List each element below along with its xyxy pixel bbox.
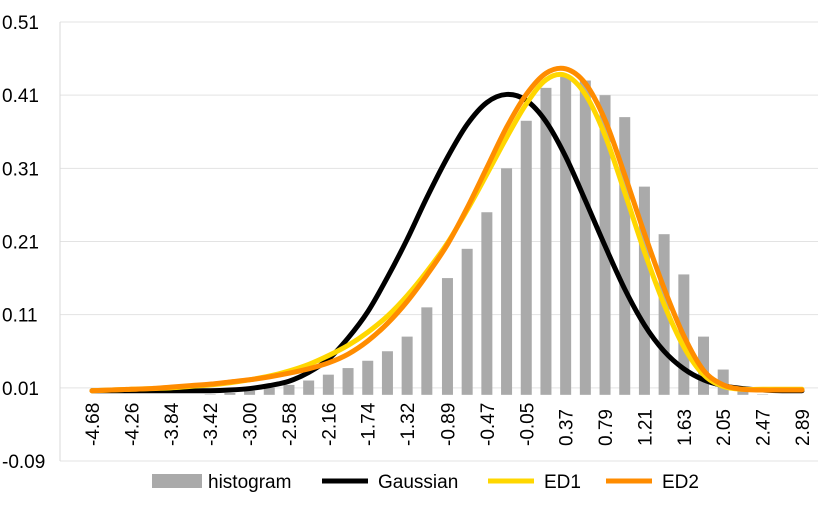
x-tick-label: -1.74 [359,402,380,446]
histogram-bar [619,117,631,395]
histogram-bar [303,380,315,395]
x-tick-label: -1.32 [398,403,419,446]
y-axis-ticks: 0.51 0.41 0.31 0.21 0.11 0.01 -0.09 [2,13,45,473]
series-line-ed2 [89,65,805,394]
x-tick-label: -2.58 [280,403,301,446]
y-tick-label: 0.31 [2,159,39,180]
x-tick-label: -4.26 [122,403,143,446]
histogram-bar [461,248,473,395]
x-tick-label: 2.89 [793,409,814,446]
x-tick-label: 2.47 [754,409,775,446]
histogram-bar [540,87,552,395]
legend-item-ed1: ED1 [488,472,581,493]
x-tick-label: -2.16 [319,403,340,446]
legend-item-ed2: ED2 [606,472,699,493]
histogram-bar [560,76,572,395]
histogram-bar [401,336,413,395]
legend-label: histogram [208,472,291,493]
series-lines [89,65,805,394]
histogram-bar [501,168,513,395]
gridlines [59,21,818,462]
y-tick-label: 0.41 [2,86,39,107]
y-tick-label: -0.09 [2,452,45,473]
histogram-bar [362,360,374,395]
histogram-bar [283,384,295,395]
histogram-bar [441,278,453,395]
histogram-bar [224,392,236,395]
legend: histogram Gaussian ED1 ED2 [152,472,699,493]
x-axis-ticks: -4.68 -4.26 -3.84 -3.42 -3.00 -2.58 -2.16 -1.74… [83,402,814,446]
legend-swatch [152,474,202,488]
x-tick-label: 2.05 [714,409,735,446]
y-tick-label: 0.51 [2,13,39,34]
x-tick-label: 1.63 [675,409,696,446]
x-tick-label: -0.89 [438,403,459,446]
y-tick-label: 0.21 [2,233,39,254]
x-tick-label: -4.68 [83,403,104,446]
histogram-bar [638,186,650,395]
x-tick-label: 1.21 [635,409,656,446]
x-tick-label: 0.37 [557,409,578,446]
legend-label: ED2 [662,472,699,493]
x-tick-label: -0.47 [478,403,499,446]
legend-label: Gaussian [378,472,458,493]
histogram-bar [520,120,532,395]
x-tick-label: 0.79 [596,409,617,446]
histogram-bar [579,80,591,395]
y-tick-label: 0.11 [2,306,38,327]
x-tick-label: -3.00 [241,403,262,446]
x-tick-label: -3.84 [162,402,183,446]
histogram-bar [244,390,256,395]
histogram-bar [263,387,275,395]
legend-label: ED1 [544,472,581,493]
histogram-bar [421,307,433,395]
x-tick-label: -0.05 [517,403,538,446]
histogram-bar [698,336,710,395]
series-line-gaussian [89,91,805,394]
histogram-bar [481,212,493,395]
histogram-bar [322,374,334,395]
legend-item-gaussian: Gaussian [322,472,458,493]
histogram-bar [342,368,354,395]
y-tick-label: 0.01 [2,379,39,400]
x-tick-label: -3.42 [201,403,222,446]
legend-item-histogram: histogram [152,472,291,493]
histogram-bar [658,234,670,395]
histogram-bar [381,351,393,395]
